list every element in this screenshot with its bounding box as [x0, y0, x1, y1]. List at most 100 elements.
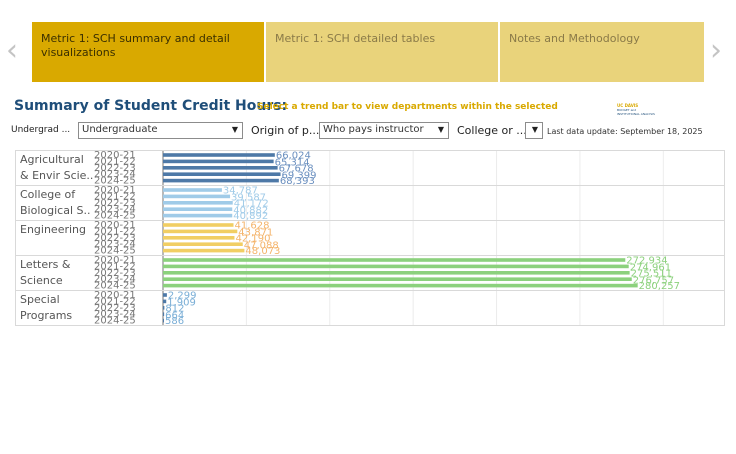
bar-value-label: 34,787 — [223, 186, 258, 197]
trend-bar[interactable] — [163, 194, 231, 199]
sch-summary-chart: Agricultural& Envir Scie..2020-21 66,0242… — [15, 150, 725, 326]
trend-bar[interactable] — [163, 293, 167, 297]
year-label: 2022-23 — [94, 163, 136, 174]
year-label: 2020-21 — [94, 185, 136, 196]
year-label: 2020-21 — [94, 290, 136, 301]
trend-bar[interactable] — [163, 248, 245, 253]
bar-value-label: 276,757 — [633, 276, 674, 287]
category-label: Biological S.. — [20, 204, 90, 217]
year-label: 2024-25 — [94, 281, 136, 292]
year-label: 2020-21 — [94, 255, 136, 266]
trend-bar[interactable] — [163, 213, 233, 218]
trend-bar[interactable] — [163, 258, 626, 262]
year-label: 2021-22 — [94, 226, 136, 237]
trend-bar[interactable] — [163, 223, 234, 227]
ucdavis-logo: UC DAVIS BUDGET and INSTITUTIONAL ANALYS… — [617, 104, 659, 118]
origin-filter-select[interactable]: Who pays instructor ▼ — [319, 122, 449, 139]
bar-value-label: 2,299 — [168, 291, 197, 302]
chevron-down-icon: ▼ — [231, 125, 238, 134]
level-filter-label: Undergrad ... — [11, 125, 71, 135]
bar-value-label: 1,909 — [167, 298, 196, 309]
chevron-down-icon: ▼ — [437, 125, 444, 134]
bar-value-label: 43,871 — [238, 228, 273, 239]
trend-bar[interactable] — [163, 172, 281, 176]
tab-notes-methodology[interactable]: Notes and Methodology — [500, 22, 704, 82]
trend-bar[interactable] — [163, 242, 243, 246]
bar-value-label: 812 — [165, 303, 184, 314]
bar-value-label: 40,882 — [233, 206, 268, 217]
bar-value-label: 68,393 — [280, 176, 315, 187]
category-label: Science — [20, 274, 63, 287]
year-label: 2022-23 — [94, 198, 136, 209]
year-label: 2021-22 — [94, 296, 136, 307]
year-label: 2020-21 — [94, 150, 136, 161]
bar-value-label: 275,511 — [631, 268, 672, 279]
year-label: 2021-22 — [94, 156, 136, 167]
trend-bar[interactable] — [163, 283, 638, 288]
trend-bar[interactable] — [163, 166, 278, 170]
year-label: 2024-25 — [94, 246, 136, 257]
trend-bar[interactable] — [163, 306, 165, 310]
trend-bar[interactable] — [163, 318, 164, 323]
year-label: 2022-23 — [94, 233, 136, 244]
trend-bar[interactable] — [163, 178, 279, 183]
year-label: 2024-25 — [94, 316, 136, 326]
trend-bar[interactable] — [163, 188, 222, 192]
bar-value-label: 664 — [165, 311, 184, 322]
year-label: 2023-24 — [94, 169, 136, 180]
trend-bar[interactable] — [163, 207, 233, 211]
bar-value-label: 66,024 — [276, 151, 311, 162]
level-filter-select[interactable]: Undergraduate ▼ — [78, 122, 243, 139]
dashboard-tabs: Metric 1: SCH summary and detail visuali… — [32, 22, 704, 82]
year-label: 2021-22 — [94, 191, 136, 202]
year-label: 2024-25 — [94, 211, 136, 222]
next-tab-arrow[interactable]: › — [710, 33, 722, 68]
trend-bar[interactable] — [163, 271, 630, 275]
category-label: Engineering — [20, 223, 86, 236]
previous-tab-arrow[interactable]: ‹ — [6, 33, 18, 68]
logo-line-1: UC DAVIS — [617, 103, 639, 108]
trend-bar[interactable] — [163, 229, 238, 234]
college-filter-select[interactable]: ▼ — [525, 122, 543, 139]
category-label: Special — [20, 293, 60, 306]
trend-bar[interactable] — [163, 201, 233, 205]
last-update-text: Last data update: September 18, 2025 — [547, 127, 703, 136]
bar-value-label: 272,934 — [626, 256, 667, 267]
year-label: 2023-24 — [94, 309, 136, 320]
page-title: Summary of Student Credit Hours: — [14, 98, 288, 114]
chevron-down-icon: ▼ — [531, 125, 538, 134]
bar-value-label: 42,190 — [235, 233, 270, 244]
trend-bar[interactable] — [163, 299, 167, 304]
bar-value-label: 67,678 — [279, 163, 314, 174]
logo-line-2: BUDGET and INSTITUTIONAL ANALYSIS — [617, 108, 655, 116]
category-label: Letters & — [20, 258, 71, 271]
title-row: Summary of Student Credit Hours: Select … — [14, 98, 714, 118]
bar-value-label: 274,961 — [630, 263, 671, 274]
year-label: 2021-22 — [94, 261, 136, 272]
bar-value-label: 48,073 — [245, 246, 280, 257]
bar-value-label: 69,399 — [282, 171, 317, 182]
bar-value-label: 586 — [165, 316, 184, 326]
bar-value-label: 65,314 — [275, 158, 310, 169]
trend-bar[interactable] — [163, 277, 632, 281]
trend-bar[interactable] — [163, 236, 235, 240]
bar-value-label: 41,628 — [235, 221, 270, 232]
page-subtitle: Select a trend bar to view departments w… — [257, 102, 558, 112]
origin-filter-value: Who pays instructor — [323, 124, 424, 135]
trend-bar[interactable] — [163, 159, 274, 164]
trend-bar[interactable] — [163, 153, 275, 157]
year-label: 2023-24 — [94, 239, 136, 250]
year-label: 2022-23 — [94, 268, 136, 279]
bar-value-label: 47,088 — [244, 241, 279, 252]
tab-sch-summary[interactable]: Metric 1: SCH summary and detail visuali… — [32, 22, 264, 82]
trend-bar[interactable] — [163, 264, 629, 269]
bar-value-label: 40,892 — [233, 211, 268, 222]
category-label: College of — [20, 188, 76, 201]
filter-bar: Undergrad ... Undergraduate ▼ Origin of … — [11, 122, 731, 144]
college-filter-label: College or ... — [457, 124, 527, 137]
category-label: Programs — [20, 309, 72, 322]
year-label: 2022-23 — [94, 303, 136, 314]
tab-sch-detailed-tables[interactable]: Metric 1: SCH detailed tables — [266, 22, 498, 82]
category-label: & Envir Scie.. — [20, 169, 93, 182]
trend-bar[interactable] — [163, 312, 165, 316]
